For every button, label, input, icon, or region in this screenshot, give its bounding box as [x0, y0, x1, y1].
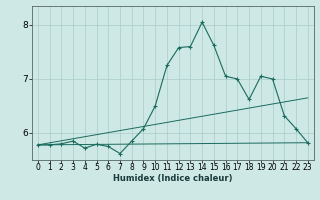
X-axis label: Humidex (Indice chaleur): Humidex (Indice chaleur) [113, 174, 233, 183]
